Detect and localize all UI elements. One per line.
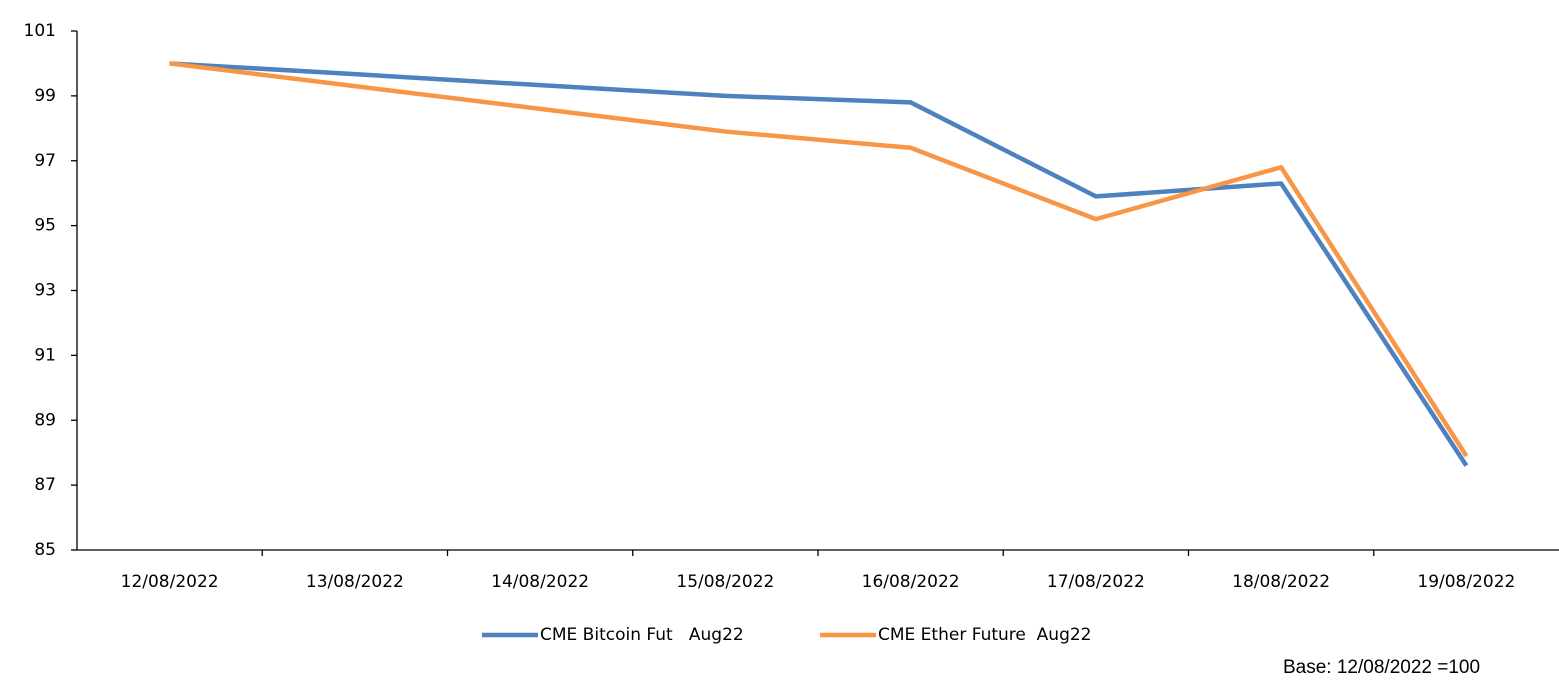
y-tick-label: 87 [34,475,56,495]
series-line [169,61,1469,467]
y-tick-label: 93 [34,281,56,301]
y-tick-label: 91 [34,345,56,365]
legend-label: CME Bitcoin Fut Aug22 [540,625,744,645]
y-tick-label: 97 [34,151,56,171]
y-tick-label: 85 [34,540,56,560]
x-tick-label: 12/08/2022 [121,572,219,592]
x-tick-label: 15/08/2022 [676,572,774,592]
y-tick-label: 99 [34,86,56,106]
x-tick-label: 19/08/2022 [1417,572,1515,592]
x-tick-label: 14/08/2022 [491,572,589,592]
base-note: Base: 12/08/2022 =100 [1283,657,1480,678]
series-line [169,61,1469,458]
y-tick-label: 101 [24,21,56,41]
legend-label: CME Ether Future Aug22 [878,625,1092,645]
x-tick-label: 13/08/2022 [306,572,404,592]
y-tick-label: 95 [34,216,56,236]
x-tick-label: 18/08/2022 [1232,572,1330,592]
x-tick-label: 17/08/2022 [1047,572,1145,592]
x-tick-label: 16/08/2022 [862,572,960,592]
y-tick-label: 89 [34,410,56,430]
